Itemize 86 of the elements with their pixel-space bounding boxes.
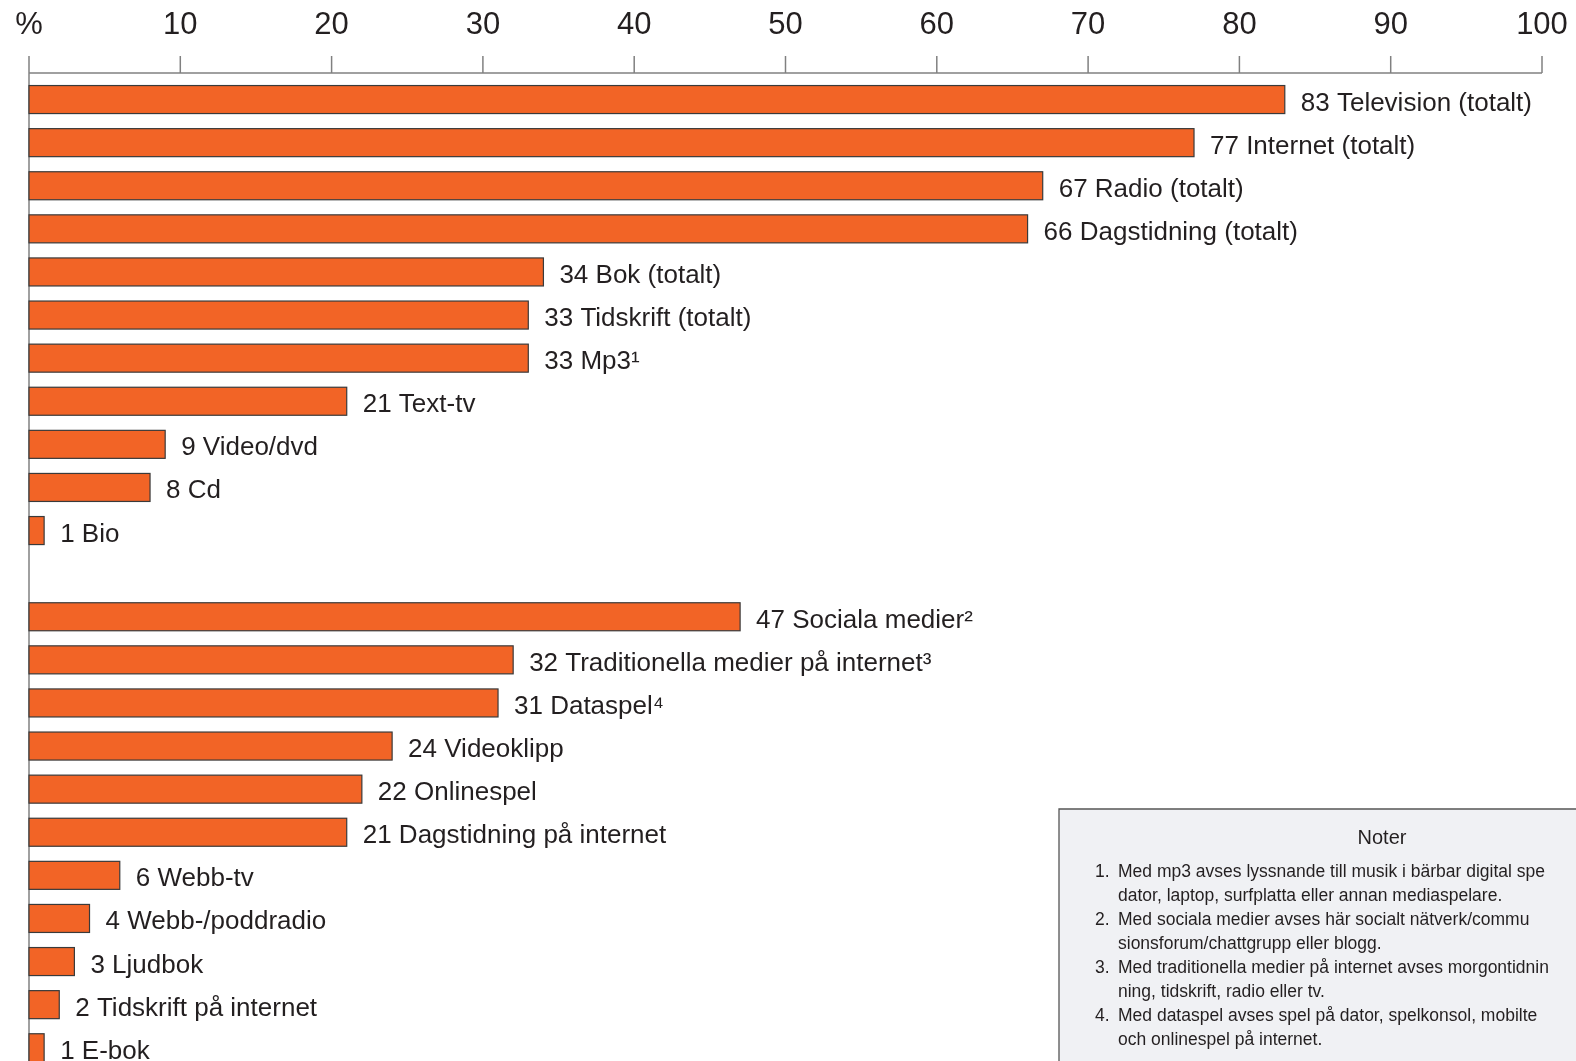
annotation: 1. Med mp3 avses lyssnande till musik i bärbar digital spe xyxy=(1095,861,1545,881)
y-tick-label: Cd xyxy=(187,474,221,505)
y-tick-label: Radio (totalt) xyxy=(1094,172,1244,203)
y-tick-label: Bok (totalt) xyxy=(595,258,722,289)
y-tick-label: Ljudbok xyxy=(112,948,205,979)
annotation: sionsforum/chattgrupp eller blogg. xyxy=(1118,933,1382,953)
data-label: 9 xyxy=(181,431,196,462)
data-label: 67 xyxy=(1058,172,1088,203)
annotation: och onlinespel på internet. xyxy=(1118,1029,1323,1049)
y-tick-label: Dataspel⁴ xyxy=(550,689,664,720)
y-tick-label: Traditionella medier på internet³ xyxy=(565,646,932,677)
y-tick-label: Tidskrift på internet xyxy=(96,991,318,1022)
bar xyxy=(28,602,741,632)
x-tick-label: 90 xyxy=(1373,6,1408,41)
data-label: 1 xyxy=(60,1034,75,1061)
annotation: 3. Med traditionella medier på internet avses morgontidnin xyxy=(1095,957,1549,977)
x-tick-label: 50 xyxy=(768,6,803,41)
data-label: 34 xyxy=(559,258,589,289)
bar xyxy=(28,946,75,977)
bar xyxy=(28,990,60,1020)
data-label: 6 xyxy=(135,862,151,893)
x-tick-label: 70 xyxy=(1070,6,1106,41)
data-label: 32 xyxy=(529,646,559,677)
y-tick-label: Mp3¹ xyxy=(580,345,641,376)
annotation: 2. Med sociala medier avses här socialt nätverk/commu xyxy=(1095,909,1530,929)
data-label: 24 xyxy=(408,733,438,764)
y-tick-label: Tidskrift (totalt) xyxy=(580,302,752,333)
annotation: 4. Med dataspel avses spel på dator, spelkonsol, mobilte xyxy=(1095,1005,1538,1025)
data-label: 66 xyxy=(1043,215,1073,246)
bar xyxy=(28,688,499,718)
bar xyxy=(28,860,121,890)
data-label: 1 xyxy=(60,517,75,548)
bar xyxy=(28,903,91,934)
x-tick-label: 80 xyxy=(1222,6,1257,41)
y-tick-label: E-bok xyxy=(81,1034,151,1061)
bar xyxy=(28,429,166,459)
data-label: 4 xyxy=(105,905,120,936)
data-label: 21 xyxy=(362,388,392,419)
x-tick-label: 40 xyxy=(616,6,652,41)
y-tick-label: Webb-/poddradio xyxy=(127,905,327,936)
bar xyxy=(28,386,348,416)
y-tick-label: Video/dvd xyxy=(202,431,319,462)
data-label: 22 xyxy=(377,776,407,807)
bar xyxy=(28,731,393,761)
data-label: 31 xyxy=(514,689,543,720)
y-tick-label: Sociala medier² xyxy=(792,603,974,634)
y-tick-label: Television (totalt) xyxy=(1336,86,1533,117)
data-label: 8 xyxy=(166,474,181,505)
bar xyxy=(28,515,45,546)
bar xyxy=(28,171,1044,201)
x-tick-label: % xyxy=(15,6,43,41)
annotation: ning, tidskrift, radio eller tv. xyxy=(1118,981,1325,1001)
bar xyxy=(28,214,1029,244)
y-tick-label: Dagstidning på internet xyxy=(398,819,668,850)
data-label: 47 xyxy=(756,603,786,634)
data-label: 3 xyxy=(90,948,105,979)
bar xyxy=(28,774,363,804)
y-tick-label: Videoklipp xyxy=(444,733,564,764)
data-label: 21 xyxy=(362,819,392,850)
data-label: 33 xyxy=(544,302,574,333)
bar xyxy=(28,817,348,847)
y-tick-label: Bio xyxy=(81,517,120,548)
data-label: 77 xyxy=(1210,129,1239,160)
x-tick-label: 30 xyxy=(465,6,501,41)
bar xyxy=(28,343,529,373)
bar xyxy=(28,128,1195,158)
annotation: Noter xyxy=(1357,826,1407,848)
x-tick-label: 60 xyxy=(919,6,955,41)
annotation: dator, laptop, surfplatta eller annan mediaspelare. xyxy=(1118,885,1503,905)
bar xyxy=(28,257,545,287)
data-label: 83 xyxy=(1300,86,1330,117)
x-tick-label: 100 xyxy=(1516,6,1568,41)
y-tick-label: Onlinespel xyxy=(414,776,537,807)
y-tick-label: Dagstidning (totalt) xyxy=(1079,215,1298,246)
bar xyxy=(28,84,1286,115)
bar xyxy=(28,645,514,675)
data-label: 33 xyxy=(544,345,574,376)
y-tick-label: Internet (totalt) xyxy=(1246,129,1416,160)
bar xyxy=(28,300,529,330)
bar xyxy=(28,472,151,503)
y-tick-label: Text-tv xyxy=(398,388,476,419)
data-label: 2 xyxy=(75,991,90,1022)
x-tick-label: 10 xyxy=(163,6,198,41)
bar xyxy=(28,1033,45,1061)
x-tick-label: 20 xyxy=(314,6,349,41)
y-tick-label: Webb-tv xyxy=(157,862,254,893)
